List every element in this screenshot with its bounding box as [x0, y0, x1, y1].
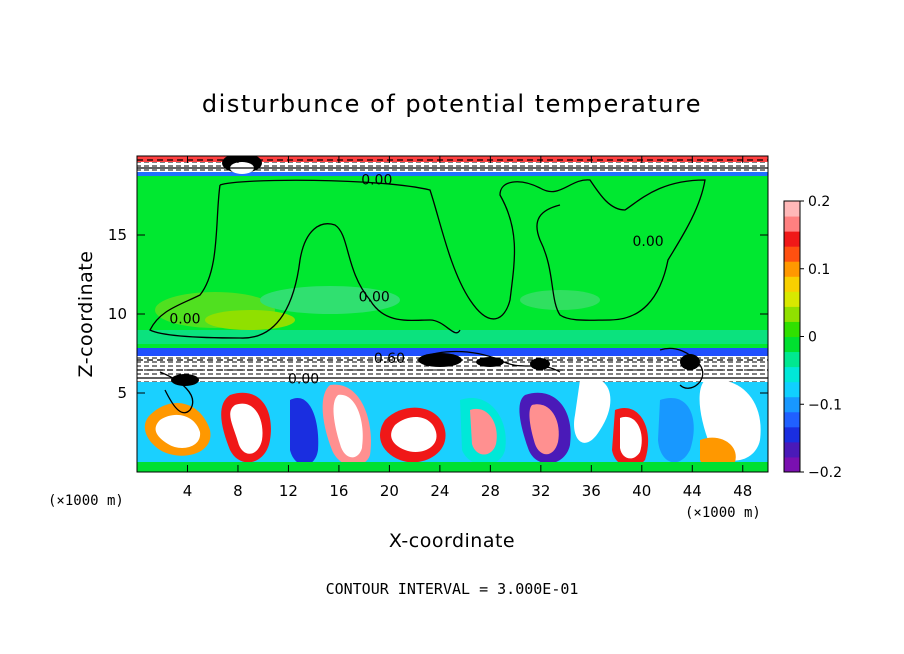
colorbar-swatch	[784, 336, 800, 353]
field-blob	[520, 290, 600, 310]
chart-title: disturbunce of potential temperature	[202, 90, 702, 118]
colorbar-swatch	[784, 426, 800, 443]
field-floor	[137, 462, 768, 472]
field-band	[137, 330, 768, 344]
x-axis-label: X-coordinate	[389, 530, 515, 552]
x-tick-label: 40	[632, 482, 651, 500]
y-tick-label: 10	[108, 305, 127, 323]
contour-label: 0.00	[359, 289, 390, 305]
contour-dark-clusters	[171, 353, 700, 386]
x-tick-label: 36	[582, 482, 601, 500]
colorbar: 0.2 0.1 0 −0.1 −0.2	[783, 194, 842, 481]
x-axis: 4 8 12 16 20 24 28 32 36 40 44 48	[183, 156, 752, 500]
x-unit-right: (×1000 m)	[685, 505, 761, 521]
colorbar-swatch	[784, 366, 800, 383]
colorbar-tick-label: 0.1	[808, 262, 830, 278]
x-tick-label: 48	[733, 482, 752, 500]
lower-layer	[137, 378, 768, 472]
x-tick-label: 24	[430, 482, 449, 500]
field-blob	[529, 404, 559, 455]
colorbar-swatch	[784, 411, 800, 428]
field-blob	[290, 398, 319, 465]
x-unit-left: (×1000 m)	[48, 493, 124, 509]
x-tick-label: 12	[279, 482, 298, 500]
y-axis: 5 10 15	[108, 226, 768, 402]
field-top-blue	[137, 172, 768, 176]
contour-line	[219, 179, 706, 321]
field-blob	[205, 310, 295, 330]
y-tick-label: 15	[108, 226, 127, 244]
colorbar-swatch	[784, 351, 800, 368]
field-blob	[700, 437, 736, 469]
x-tick-label: 20	[380, 482, 399, 500]
colorbar-swatch	[784, 261, 800, 277]
field-blob	[620, 416, 642, 459]
plot-area	[137, 156, 768, 472]
colorbar-tick-label: −0.1	[808, 397, 842, 413]
colorbar-swatch	[784, 306, 800, 322]
field-blob	[391, 416, 437, 452]
colorbar-swatch	[784, 441, 800, 458]
contour-label: 0.00	[169, 311, 200, 327]
x-tick-label: 28	[481, 482, 500, 500]
colorbar-swatch	[784, 381, 800, 398]
colorbar-tick-label: 0	[808, 330, 817, 346]
field-blob	[470, 408, 497, 455]
field-blob	[155, 414, 201, 448]
colorbar-swatch	[784, 201, 800, 217]
contour-label: 0.60	[374, 351, 405, 367]
x-tick-label: 32	[531, 482, 550, 500]
field-top-hatch	[137, 162, 768, 172]
field-blob	[333, 394, 363, 458]
colorbar-swatch	[784, 396, 800, 413]
colorbar-swatch	[784, 246, 800, 262]
contour-label: 0.00	[361, 172, 392, 188]
contour-line	[149, 184, 461, 339]
y-tick-label: 5	[117, 384, 127, 402]
contour-lines	[137, 159, 768, 414]
contour-interval-note: CONTOUR INTERVAL = 3.000E-01	[326, 580, 579, 598]
colorbar-swatch	[784, 276, 800, 292]
field-top-band	[137, 156, 768, 162]
colorbar-swatch	[784, 321, 800, 337]
contour-line	[659, 347, 704, 389]
x-tick-label: 8	[233, 482, 243, 500]
x-tick-label: 4	[183, 482, 193, 500]
x-tick-label: 16	[329, 482, 348, 500]
field-blob	[230, 403, 263, 454]
x-tick-label: 44	[683, 482, 702, 500]
colorbar-swatch	[784, 216, 800, 232]
colorbar-tick-label: 0.2	[808, 194, 830, 210]
contour-label: 0.00	[633, 234, 664, 250]
y-axis-label: Z-coordinate	[75, 251, 97, 378]
colorbar-swatch	[784, 291, 800, 307]
colorbar-tick-label: −0.2	[808, 465, 842, 481]
contour-labels: 0.00 0.00 0.00 0.00 0.60 0.00	[169, 172, 663, 387]
colorbar-swatch	[784, 231, 800, 247]
field-blob	[658, 398, 694, 463]
contour-label: 0.00	[288, 372, 319, 388]
field-blob	[574, 378, 611, 443]
colorbar-swatch	[784, 456, 800, 473]
